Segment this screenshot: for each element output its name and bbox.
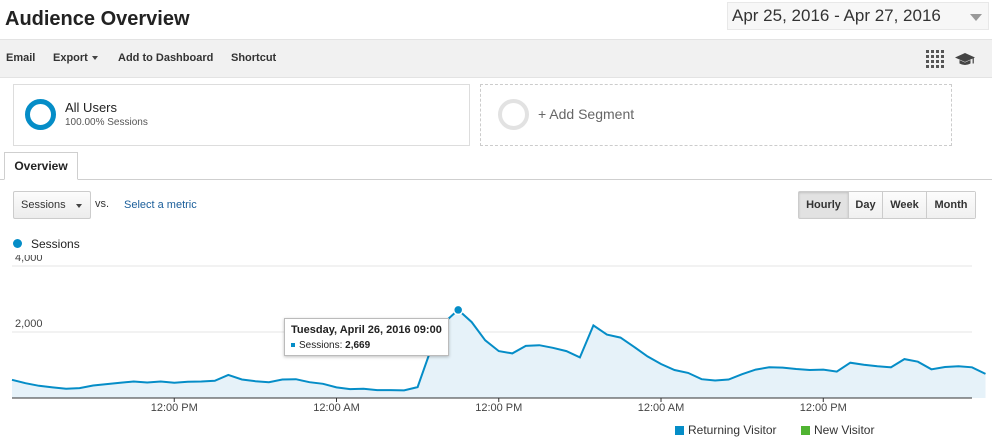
segment-name: All Users xyxy=(65,100,118,115)
period-hourly-button[interactable]: Hourly xyxy=(799,192,849,218)
metric-select-value: Sessions xyxy=(21,199,66,211)
page-title: Audience Overview xyxy=(5,8,190,30)
legend-returning-visitor[interactable]: Returning Visitor xyxy=(675,423,777,437)
legend-label: New Visitor xyxy=(814,423,875,437)
tooltip-value: 2,669 xyxy=(345,340,371,351)
series-label: Sessions xyxy=(31,237,80,251)
select-metric-link[interactable]: Select a metric xyxy=(124,199,197,211)
caret-down-icon xyxy=(91,56,98,61)
tab-overview[interactable]: Overview xyxy=(4,152,78,180)
sessions-line xyxy=(11,308,986,392)
date-range-label: Apr 25, 2016 - Apr 27, 2016 xyxy=(732,6,941,25)
export-label: Export xyxy=(53,52,88,64)
chevron-down-icon xyxy=(970,14,982,21)
tooltip-series-name: Sessions xyxy=(299,340,340,351)
legend-new-visitor[interactable]: New Visitor xyxy=(801,423,874,437)
shortcut-button[interactable]: Shortcut xyxy=(231,52,277,64)
period-day-button[interactable]: Day xyxy=(849,192,883,218)
empty-segment-ring-icon xyxy=(498,99,529,130)
series-dot-icon xyxy=(13,239,22,248)
sessions-area xyxy=(12,309,986,398)
add-segment-button[interactable]: + Add Segment xyxy=(480,84,952,146)
x-tick-label: 12:00 PM xyxy=(151,402,198,414)
x-tick-label: 12:00 PM xyxy=(475,402,522,414)
export-button[interactable]: Export xyxy=(53,52,98,64)
tooltip-value-line: Sessions: 2,669 xyxy=(291,340,370,351)
metric-select[interactable]: Sessions xyxy=(13,191,91,219)
tooltip-title: Tuesday, April 26, 2016 09:00 xyxy=(291,324,442,336)
segment-subtitle: 100.00% Sessions xyxy=(65,117,148,128)
report-toolbar: Email Export Add to Dashboard Shortcut xyxy=(0,39,992,78)
tab-divider xyxy=(0,179,992,180)
new-visitor-swatch-icon xyxy=(801,426,810,435)
series-square-icon xyxy=(291,343,295,347)
highlighted-data-point[interactable] xyxy=(452,304,464,316)
chart-series-legend: Sessions xyxy=(13,237,80,251)
period-month-button[interactable]: Month xyxy=(927,192,975,218)
returning-visitor-swatch-icon xyxy=(675,426,684,435)
sessions-chart[interactable]: 4,000 2,000 12:00 PM 12:00 AM 12:00 PM 12:00 … xyxy=(0,255,992,425)
period-toggle-group: Hourly Day Week Month xyxy=(798,191,976,219)
period-week-button[interactable]: Week xyxy=(883,192,927,218)
add-segment-label: + Add Segment xyxy=(538,106,635,122)
x-tick-label: 12:00 PM xyxy=(800,402,847,414)
legend-label: Returning Visitor xyxy=(688,423,777,437)
y-tick-label: 4,000 xyxy=(15,255,43,264)
segment-all-users[interactable]: All Users 100.00% Sessions xyxy=(13,84,470,146)
chart-tooltip: Tuesday, April 26, 2016 09:00 Sessions: … xyxy=(284,318,449,356)
caret-down-icon xyxy=(76,204,82,208)
x-tick-label: 12:00 AM xyxy=(313,402,359,414)
customize-grid-icon[interactable] xyxy=(926,50,944,68)
segment-ring-icon xyxy=(25,99,56,130)
x-tick-label: 12:00 AM xyxy=(638,402,684,414)
y-tick-label: 2,000 xyxy=(15,318,43,330)
graduation-cap-icon[interactable] xyxy=(955,51,975,67)
vs-label: vs. xyxy=(95,198,110,210)
date-range-picker[interactable]: Apr 25, 2016 - Apr 27, 2016 xyxy=(727,2,989,30)
add-to-dashboard-button[interactable]: Add to Dashboard xyxy=(118,52,214,64)
email-button[interactable]: Email xyxy=(6,52,36,64)
